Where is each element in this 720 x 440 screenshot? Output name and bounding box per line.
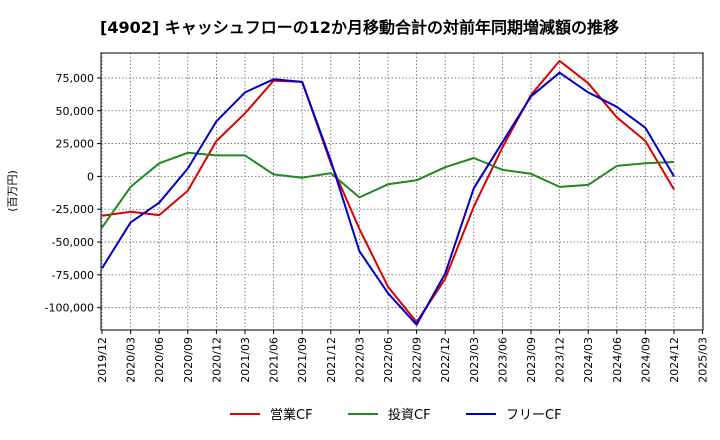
legend-label-2: 投資CF xyxy=(388,407,431,423)
x-tick-label: 2022/03 xyxy=(353,337,366,383)
x-tick-label: 2022/12 xyxy=(439,337,452,383)
x-tick-label: 2024/06 xyxy=(611,337,624,383)
x-tick-label: 2022/06 xyxy=(382,337,395,383)
series-line-1 xyxy=(101,59,675,324)
y-tick-label: 0 xyxy=(87,170,94,183)
x-tick-label: 2023/06 xyxy=(496,337,509,383)
plot-border xyxy=(100,52,704,331)
y-tick-label: -75,000 xyxy=(52,269,94,282)
y-axis-ticks: 75,000 50,000 25,000 0 -25,000 -50,000 -75,000… xyxy=(45,72,101,315)
x-tick-label: 2021/12 xyxy=(325,337,338,383)
plot-background xyxy=(101,53,703,330)
x-tick-label: 2021/06 xyxy=(268,337,281,383)
y-axis-label: (百万円) xyxy=(6,170,19,212)
x-tick-label: 2022/09 xyxy=(411,337,424,383)
y-tick-label: -50,000 xyxy=(52,236,94,249)
y-tick-label: -100,000 xyxy=(45,302,94,315)
y-tick-label: 25,000 xyxy=(56,138,95,151)
series-lines xyxy=(101,59,675,326)
x-tick-label: 2020/03 xyxy=(125,337,138,383)
series-line-3 xyxy=(101,71,675,326)
x-tick-label: 2021/03 xyxy=(239,337,252,383)
legend-label-1: 営業CF xyxy=(270,407,313,423)
chart-title: [4902] キャッシュフローの12か月移動合計の対前年同期増減額の推移 xyxy=(100,18,619,37)
x-tick-label: 2020/09 xyxy=(182,337,195,383)
x-tick-label: 2023/03 xyxy=(468,337,481,383)
x-tick-label: 2021/09 xyxy=(296,337,309,383)
y-tick-label: -25,000 xyxy=(52,203,94,216)
x-tick-label: 2024/09 xyxy=(639,337,652,383)
x-tick-label: 2024/12 xyxy=(668,337,681,383)
x-tick-label: 2025/03 xyxy=(697,337,710,383)
y-tick-label: 75,000 xyxy=(56,72,95,85)
grid-lines xyxy=(101,53,703,330)
legend: 営業CF 投資CF フリーCF xyxy=(230,407,562,423)
x-tick-label: 2024/03 xyxy=(582,337,595,383)
x-tick-label: 2020/06 xyxy=(153,337,166,383)
x-tick-label: 2023/09 xyxy=(525,337,538,383)
x-tick-label: 2023/12 xyxy=(554,337,567,383)
x-tick-label: 2019/12 xyxy=(96,337,109,383)
legend-label-3: フリーCF xyxy=(506,408,562,423)
y-tick-label: 50,000 xyxy=(56,105,95,118)
x-axis-ticks: 2019/12 2020/03 2020/06 2020/09 2020/12 2021/… xyxy=(96,330,710,383)
x-tick-label: 2020/12 xyxy=(210,337,223,383)
